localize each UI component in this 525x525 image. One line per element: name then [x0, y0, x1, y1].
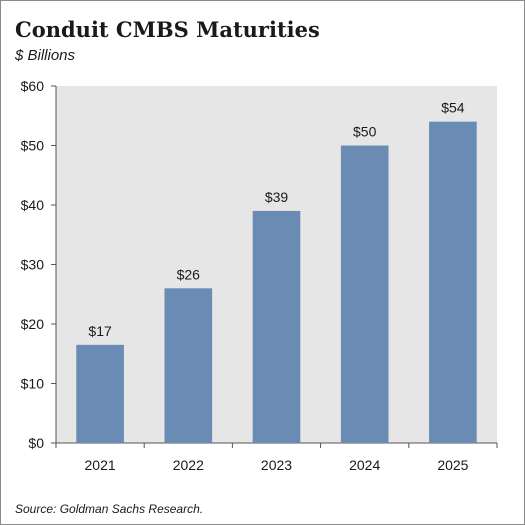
x-tick-label-2021: 2021	[85, 457, 116, 473]
x-tick-label-2024: 2024	[349, 457, 380, 473]
y-tick-label: $50	[21, 138, 45, 154]
bar-2021	[76, 344, 124, 443]
bar-2024	[340, 145, 389, 443]
y-tick-label: $0	[28, 435, 44, 451]
x-tick-label-2025: 2025	[437, 457, 468, 473]
data-label-2021: $17	[88, 323, 112, 339]
data-label-2022: $26	[177, 266, 201, 282]
data-label-2025: $54	[441, 100, 465, 116]
y-tick-label: $60	[21, 78, 45, 94]
y-tick-label: $10	[21, 376, 45, 392]
y-tick-label: $20	[21, 316, 45, 332]
bar-2023	[252, 210, 301, 443]
x-tick-label-2022: 2022	[173, 457, 204, 473]
data-label-2023: $39	[265, 189, 289, 205]
source-note: Source: Goldman Sachs Research.	[15, 502, 204, 516]
data-label-2024: $50	[353, 124, 377, 140]
bar-2025	[429, 121, 477, 443]
x-tick-label-2023: 2023	[261, 457, 292, 473]
bar-2022	[164, 288, 213, 443]
y-tick-label: $30	[21, 257, 45, 273]
chart-subtitle: $ Billions	[15, 47, 76, 64]
chart-title: Conduit CMBS Maturities	[15, 17, 320, 42]
y-tick-label: $40	[21, 197, 45, 213]
